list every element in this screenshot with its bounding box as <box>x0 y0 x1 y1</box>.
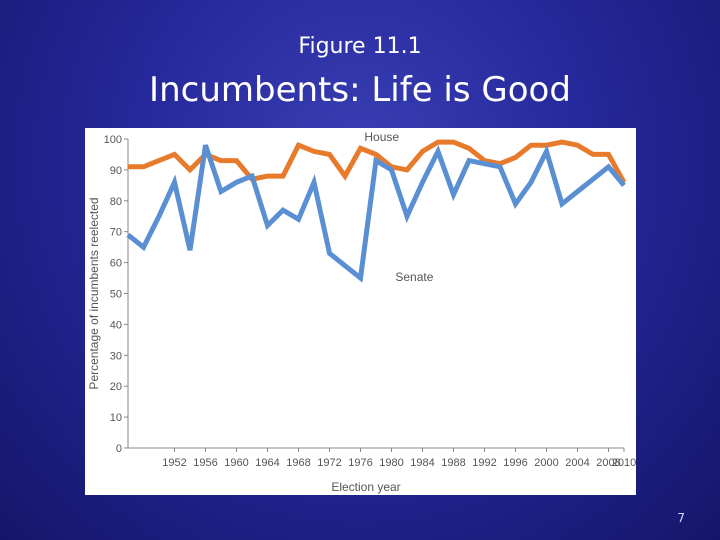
senate-series-line <box>126 144 626 283</box>
y-tick-label: 90 <box>110 165 122 177</box>
x-tick-label: 1956 <box>193 457 217 469</box>
x-tick-label: 1996 <box>503 457 527 469</box>
y-tick-label: 40 <box>110 319 122 331</box>
y-tick-label: 80 <box>110 196 122 208</box>
y-tick-label: 70 <box>110 227 122 239</box>
y-tick-label: 60 <box>110 258 122 270</box>
x-tick-label: 2000 <box>534 457 558 469</box>
figure-caption: Figure 11.1 <box>298 34 422 59</box>
x-tick-label: 2004 <box>565 457 589 469</box>
x-tick-label: 1988 <box>441 457 465 469</box>
page-number: 7 <box>677 511 685 525</box>
x-tick-label: 1960 <box>224 457 248 469</box>
x-tick-label: 1952 <box>162 457 186 469</box>
x-tick-label: 1980 <box>379 457 403 469</box>
y-tick-label: 30 <box>110 350 122 362</box>
y-tick-label: 0 <box>116 443 122 455</box>
x-tick-label: 1976 <box>348 457 372 469</box>
x-tick-label: 1984 <box>410 457 434 469</box>
x-tick-label: 2010 <box>612 457 636 469</box>
house-annotation: House <box>364 130 399 144</box>
x-tick-label: 1968 <box>286 457 310 469</box>
x-tick-label: 1972 <box>317 457 341 469</box>
x-axis-title: Election year <box>331 480 400 494</box>
line-chart: 0 10 20 30 40 50 60 70 80 90 100 1952 1956 1960 1964 19… <box>87 130 636 494</box>
y-tick-label: 20 <box>110 381 122 393</box>
y-tick-label: 100 <box>104 134 122 146</box>
x-tick-label: 1992 <box>472 457 496 469</box>
slide-title: Incumbents: Life is Good <box>149 70 571 110</box>
y-tick-label: 10 <box>110 412 122 424</box>
x-tick-label: 2008 <box>596 457 620 469</box>
chart-panel: 0 10 20 30 40 50 60 70 80 90 100 1952 1956 1960 1964 19… <box>85 128 636 495</box>
senate-annotation: Senate <box>395 270 433 284</box>
y-tick-label: 50 <box>110 289 122 301</box>
x-tick-label: 1964 <box>255 457 279 469</box>
y-axis-title: Percentage of incumbents reelected <box>87 197 101 389</box>
